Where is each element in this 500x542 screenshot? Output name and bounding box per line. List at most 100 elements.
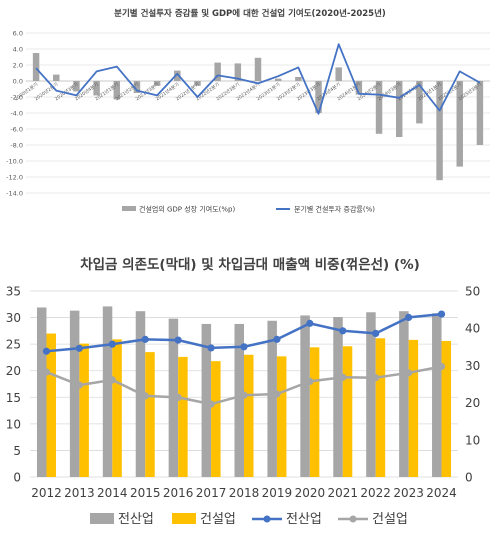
chart2-bar-all-industry bbox=[234, 323, 244, 477]
legend-label-all-industry-bar: 전산업 bbox=[118, 512, 154, 527]
chart2-y-right-tick-label: 0 bbox=[465, 471, 473, 485]
chart2-point-construction bbox=[42, 368, 51, 376]
chart1-y-tick-label: -4.0 bbox=[10, 110, 23, 118]
chart1-bar-gdp-contribution bbox=[395, 81, 403, 137]
chart2-x-tick-label: 2023 bbox=[393, 486, 424, 500]
legend-swatch-construction-bar bbox=[172, 513, 196, 524]
chart2-x-tick-label: 2024 bbox=[426, 486, 457, 500]
chart1-bar-gdp-contribution bbox=[234, 63, 242, 81]
chart2-point-construction bbox=[306, 377, 314, 385]
chart1-legend: 건설업의 GDP 성장 기여도(%p) 분기별 건설투자 증감률(%) bbox=[122, 205, 375, 214]
chart2-bar-construction bbox=[79, 343, 89, 477]
chart2-point-all-industry bbox=[405, 313, 413, 322]
legend-swatch-gdp-contribution bbox=[122, 206, 136, 211]
chart1-bar-gdp-contribution bbox=[53, 74, 60, 81]
chart2-bar-construction bbox=[441, 340, 452, 477]
chart2-point-all-industry bbox=[339, 327, 347, 335]
chart2-y-right-tick-label: 10 bbox=[465, 433, 480, 447]
chart1-y-tick-label: -6.0 bbox=[10, 126, 23, 134]
legend-label-construction-bar: 건설업 bbox=[200, 512, 236, 527]
chart1-bar-gdp-contribution bbox=[456, 81, 463, 167]
chart2-point-construction bbox=[273, 390, 281, 398]
chart1-y-tick-label: -8.0 bbox=[10, 142, 23, 150]
chart2-bar-construction bbox=[46, 333, 56, 477]
chart2-y-right-tick-label: 20 bbox=[465, 396, 480, 410]
chart2-point-construction bbox=[405, 369, 413, 377]
legend-marker-construction-line bbox=[349, 515, 357, 523]
chart2-bar-all-industry bbox=[399, 311, 409, 477]
chart1-bar-gdp-contribution bbox=[153, 81, 161, 86]
chart1-y-tick-label: -10.0 bbox=[6, 158, 23, 166]
chart1-bar-gdp-contribution bbox=[194, 81, 201, 86]
chart2-y-left-tick-label: 25 bbox=[6, 338, 21, 352]
chart2-y-left-tick-label: 10 bbox=[6, 417, 21, 431]
chart2-point-all-industry bbox=[273, 335, 281, 343]
chart2-point-construction bbox=[240, 391, 248, 399]
chart2-bar-construction bbox=[408, 339, 419, 477]
chart2-y-right-tick-label: 40 bbox=[465, 322, 480, 336]
chart2-point-construction bbox=[75, 381, 83, 389]
chart2-point-all-industry bbox=[108, 340, 116, 348]
chart1-bar-gdp-contribution bbox=[93, 81, 100, 96]
chart1-bar-gdp-contribution bbox=[32, 53, 40, 81]
chart2-point-all-industry bbox=[75, 344, 83, 352]
chart1-bar-gdp-contribution bbox=[476, 81, 484, 145]
chart2-bar-all-industry bbox=[69, 310, 80, 477]
quarterly-construction-chart: 분기별 건설투자 증감률 및 GDP에 대한 건설업 기여도(2020년-202… bbox=[6, 8, 490, 214]
chart2-bar-construction bbox=[375, 338, 386, 477]
chart1-bar-gdp-contribution bbox=[274, 78, 282, 81]
chart1-bar-gdp-contribution bbox=[335, 67, 342, 81]
chart2-x-tick-label: 2016 bbox=[163, 486, 194, 500]
chart2-bar-construction bbox=[112, 339, 122, 477]
chart1-title: 분기별 건설투자 증감률 및 GDP에 대한 건설업 기여도(2020년-202… bbox=[114, 8, 386, 19]
chart2-y-left-tick-label: 15 bbox=[6, 391, 21, 405]
chart1-y-tick-label: -12.0 bbox=[6, 174, 23, 182]
chart2-y-right-tick-label: 30 bbox=[465, 359, 480, 373]
chart2-bar-construction bbox=[145, 352, 155, 477]
chart2-bar-all-industry bbox=[300, 315, 310, 477]
chart1-line-investment-rate bbox=[35, 43, 481, 115]
chart1-y-tick-label: 2.0 bbox=[13, 62, 23, 70]
chart2-x-tick-label: 2019 bbox=[262, 486, 293, 500]
chart2-point-all-industry bbox=[372, 329, 380, 338]
chart2-point-construction bbox=[207, 400, 215, 408]
chart1-bar-gdp-contribution bbox=[174, 70, 181, 81]
chart1-bar-gdp-contribution bbox=[416, 81, 423, 124]
legend-swatch-all-industry-bar bbox=[90, 513, 114, 524]
chart2-bar-construction bbox=[309, 347, 320, 477]
chart2-point-construction bbox=[339, 373, 347, 381]
chart1-bar-gdp-contribution bbox=[355, 81, 363, 95]
chart1-y-tick-label: -2.0 bbox=[10, 94, 23, 102]
chart2-bar-construction bbox=[276, 356, 287, 477]
chart1-y-tick-label: 4.0 bbox=[13, 46, 23, 54]
legend-label-gdp-contribution: 건설업의 GDP 성장 기여도(%p) bbox=[139, 205, 235, 214]
chart2-bar-all-industry bbox=[267, 320, 277, 477]
chart2-point-all-industry bbox=[174, 336, 182, 344]
chart2-x-tick-label: 2021 bbox=[327, 486, 358, 500]
chart1-y-tick-label: 0.0 bbox=[13, 78, 23, 86]
chart2-x-tick-label: 2017 bbox=[196, 486, 227, 500]
legend-marker-all-industry-line bbox=[263, 515, 271, 523]
chart1-bar-gdp-contribution bbox=[315, 81, 322, 113]
chart2-point-construction bbox=[372, 374, 380, 382]
chart2-point-all-industry bbox=[306, 319, 314, 327]
legend-label-investment-rate: 분기별 건설투자 증감률(%) bbox=[294, 205, 375, 214]
chart2-bar-all-industry bbox=[201, 323, 212, 477]
chart2-y-left-tick-label: 35 bbox=[6, 285, 21, 299]
chart1-bar-gdp-contribution bbox=[133, 81, 141, 93]
chart2-bar-construction bbox=[244, 354, 254, 477]
chart2-bar-all-industry bbox=[432, 313, 442, 477]
chart2-point-all-industry bbox=[240, 343, 248, 351]
chart2-y-left-tick-label: 20 bbox=[6, 364, 21, 378]
chart2-title: 차입금 의존도(막대) 및 차입금대 매출액 비중(꺾은선) (%) bbox=[80, 256, 420, 273]
chart2-x-tick-label: 2015 bbox=[130, 486, 161, 500]
chart1-bar-gdp-contribution bbox=[113, 81, 121, 100]
chart2-y-left-tick-label: 0 bbox=[13, 471, 21, 485]
chart2-point-all-industry bbox=[141, 335, 149, 343]
chart1-y-tick-label: -14.0 bbox=[6, 190, 23, 198]
chart2-bar-construction bbox=[342, 346, 353, 477]
chart2-bar-all-industry bbox=[333, 317, 343, 477]
legend-label-all-industry-line: 전산업 bbox=[286, 512, 322, 527]
chart2-y-left-tick-label: 5 bbox=[13, 444, 21, 458]
